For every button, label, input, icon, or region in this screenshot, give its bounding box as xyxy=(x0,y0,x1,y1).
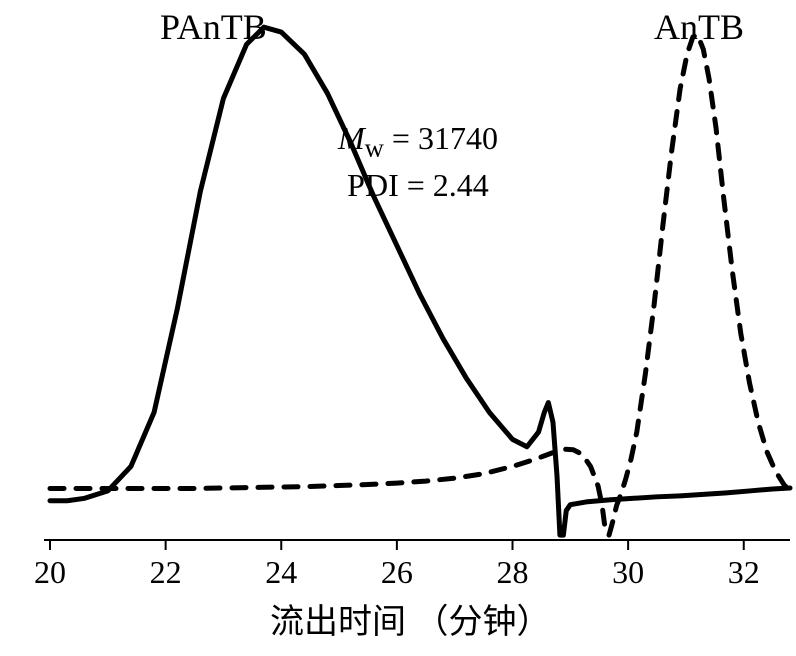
series-label-antb: AnTB xyxy=(654,6,744,48)
x-tick-label: 30 xyxy=(612,554,644,591)
mw-value: = 31740 xyxy=(384,120,498,156)
series-label-pantb: PAnTB xyxy=(160,6,267,48)
x-tick-label: 32 xyxy=(728,554,760,591)
mw-line: Mw = 31740 xyxy=(338,118,498,165)
x-axis-title: 流出时间 （分钟） xyxy=(270,594,551,643)
mw-subscript: w xyxy=(365,132,384,162)
x-tick-label: 20 xyxy=(34,554,66,591)
mw-pdi-annotation: Mw = 31740 PDI = 2.44 xyxy=(338,118,498,205)
x-tick-label: 26 xyxy=(381,554,413,591)
gpc-chart: PAnTB AnTB Mw = 31740 PDI = 2.44 20 22 24 2… xyxy=(0,0,796,656)
x-tick-label: 22 xyxy=(150,554,182,591)
x-tick-label: 28 xyxy=(497,554,529,591)
x-tick-label: 24 xyxy=(265,554,297,591)
pdi-line: PDI = 2.44 xyxy=(338,165,498,205)
mw-symbol: M xyxy=(338,120,365,156)
